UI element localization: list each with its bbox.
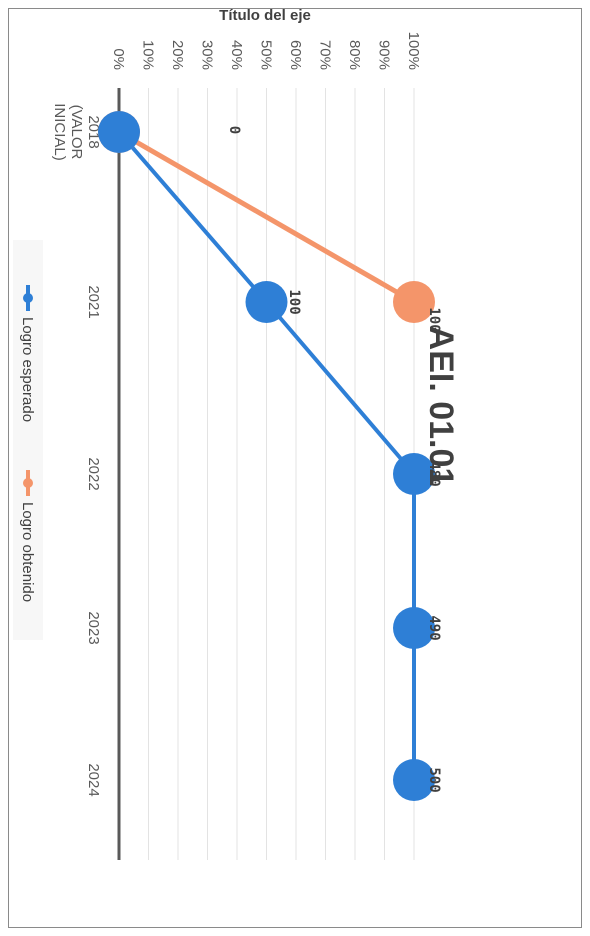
y-tick-label: 0% — [110, 48, 127, 70]
y-tick-label: 90% — [376, 40, 393, 70]
y-tick-label: 20% — [169, 40, 186, 70]
legend-background — [13, 240, 43, 640]
y-axis-title: Título del eje — [219, 7, 311, 24]
chart-plot: 0% 10% 20% 30% 40% 50% 60% 70% 80% 90% 100% 2018(V… — [13, 7, 460, 860]
data-label: 100 — [286, 289, 302, 314]
data-labels: 100 480 490 500 0 100 — [226, 126, 442, 793]
x-axis-ticks: 2018(VALORINICIAL) 2021 2022 2023 2024 — [51, 103, 102, 796]
chart-title: AEI. 01.01 — [422, 326, 460, 487]
x-tick-label: 2018(VALORINICIAL) — [51, 103, 102, 161]
x-tick-label: 2021 — [85, 285, 102, 318]
y-tick-label: 100% — [405, 32, 422, 70]
legend-marker — [23, 293, 33, 303]
x-tick-label: 2023 — [85, 611, 102, 644]
data-point — [245, 281, 288, 323]
y-tick-label: 30% — [199, 40, 216, 70]
y-tick-label: 10% — [140, 40, 157, 70]
y-tick-label: 80% — [346, 40, 363, 70]
chart-frame — [8, 8, 582, 928]
gridlines — [148, 88, 415, 860]
data-point — [393, 607, 435, 649]
y-tick-label: 70% — [317, 40, 334, 70]
data-point — [393, 453, 435, 495]
data-label: 480 — [426, 461, 442, 486]
data-label: 490 — [426, 615, 442, 640]
x-tick-label: 2022 — [85, 457, 102, 490]
series-line — [117, 129, 416, 305]
data-label: 0 — [226, 126, 242, 134]
legend: Logro esperado Logro obtenido — [13, 240, 43, 640]
data-point — [393, 759, 435, 801]
legend-marker — [23, 478, 33, 488]
y-axis-ticks: 0% 10% 20% 30% 40% 50% 60% 70% 80% 90% 100% — [110, 32, 422, 70]
y-tick-label: 40% — [228, 40, 245, 70]
y-tick-label: 60% — [287, 40, 304, 70]
data-point — [98, 111, 140, 153]
y-tick-label: 50% — [258, 40, 275, 70]
x-tick-label: 2024 — [85, 763, 102, 796]
data-point — [393, 281, 435, 323]
legend-label: Logro obtenido — [19, 502, 36, 602]
data-label: 500 — [426, 767, 442, 792]
series-group — [98, 111, 435, 801]
data-label: 100 — [426, 307, 442, 332]
legend-label: Logro esperado — [19, 317, 36, 422]
